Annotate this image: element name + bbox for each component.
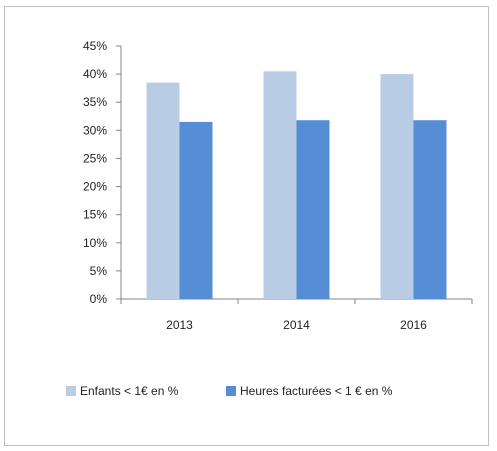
y-tick-label: 20% (83, 180, 107, 194)
y-tick-label: 45% (83, 39, 107, 53)
legend-label: Enfants < 1€ en % (80, 384, 179, 398)
y-tick-label: 0% (90, 292, 108, 306)
y-tick-label: 35% (83, 95, 107, 109)
y-tick-label: 25% (83, 151, 107, 165)
legend-swatch (66, 386, 76, 396)
bar-enfants-2013 (146, 82, 180, 300)
x-tick-label: 2014 (283, 318, 310, 332)
bar-enfants-2014 (263, 71, 297, 299)
y-tick-label: 30% (83, 123, 107, 137)
legend-swatch (226, 386, 236, 396)
x-tick-label: 2013 (166, 318, 193, 332)
y-tick-label: 10% (83, 236, 107, 250)
y-axis: 0% 5% 10% 15% 20% 25% 30% 35% 40% 45% (83, 39, 122, 306)
bar-heures-2013 (179, 121, 213, 300)
bar-heures-2016 (413, 120, 447, 299)
bars (146, 71, 447, 300)
bar-enfants-2016 (380, 74, 414, 299)
legend: Enfants < 1€ en % Heures facturées < 1 € … (66, 384, 393, 398)
y-tick-label: 40% (83, 67, 107, 81)
y-tick-label: 15% (83, 208, 107, 222)
legend-label: Heures facturées < 1 € en % (240, 384, 393, 398)
y-tick-label: 5% (90, 264, 108, 278)
x-tick-label: 2016 (400, 318, 427, 332)
x-axis: 2013 2014 2016 (120, 298, 473, 332)
bar-heures-2014 (296, 120, 330, 299)
